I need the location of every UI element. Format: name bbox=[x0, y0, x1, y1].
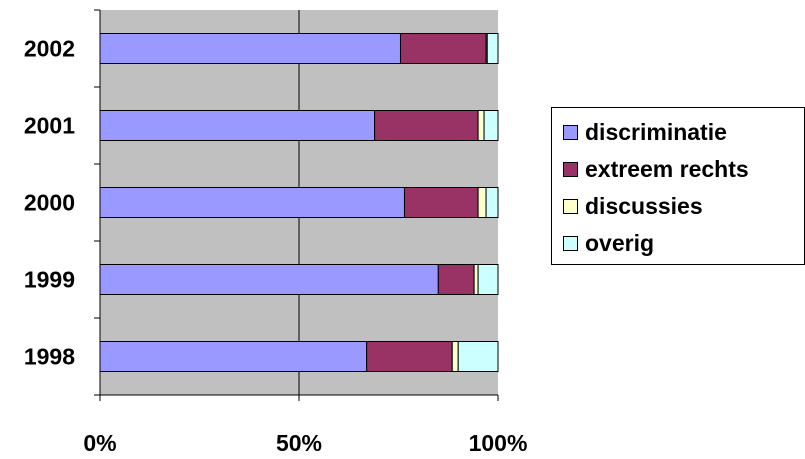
legend-swatch bbox=[563, 235, 578, 251]
legend: discriminatie extreem rechts discussies ove… bbox=[551, 107, 805, 265]
bar-segment bbox=[437, 264, 475, 295]
y-tick-label: 1999 bbox=[24, 267, 75, 293]
bar-segment bbox=[99, 110, 376, 141]
legend-label: discussies bbox=[585, 192, 703, 219]
bar-segment bbox=[399, 33, 487, 64]
legend-swatch bbox=[563, 198, 578, 214]
axes bbox=[94, 9, 499, 401]
x-tick-label: 0% bbox=[83, 430, 116, 456]
bar-segment bbox=[99, 341, 368, 372]
y-tick-label: 2000 bbox=[24, 190, 75, 216]
bar-segment bbox=[477, 110, 485, 141]
y-tick-label: 2002 bbox=[24, 36, 75, 62]
legend-item: discriminatie bbox=[563, 117, 727, 147]
bar-segment bbox=[483, 110, 499, 141]
bar-segment bbox=[99, 33, 401, 64]
x-tick-label: 100% bbox=[469, 430, 528, 456]
bar-segment bbox=[457, 341, 499, 372]
x-tick-label: 50% bbox=[276, 430, 322, 456]
y-tick-label: 2001 bbox=[24, 113, 75, 139]
bar-segment bbox=[486, 33, 499, 64]
legend-swatch bbox=[563, 124, 578, 140]
bar-segment bbox=[473, 264, 479, 295]
bar-segment bbox=[403, 187, 479, 218]
legend-item: overig bbox=[563, 228, 654, 258]
legend-swatch bbox=[563, 161, 578, 177]
y-tick-labels: 1998 1999 2000 2001 2002 bbox=[24, 36, 75, 370]
x-tick-labels: 0% 50% 100% bbox=[83, 430, 527, 456]
bar-segment bbox=[477, 264, 499, 295]
y-tick-label: 1998 bbox=[24, 344, 75, 370]
bars bbox=[99, 33, 499, 372]
legend-label: overig bbox=[585, 229, 655, 256]
legend-label: extreem rechts bbox=[585, 155, 749, 182]
bar-segment bbox=[485, 187, 499, 218]
legend-label: discriminatie bbox=[585, 118, 727, 145]
bar-segment bbox=[477, 187, 487, 218]
bar-segment bbox=[451, 341, 459, 372]
legend-item: extreem rechts bbox=[563, 154, 749, 184]
legend-item: discussies bbox=[563, 191, 703, 221]
bar-segment bbox=[99, 264, 439, 295]
bar-segment bbox=[374, 110, 479, 141]
bar-segment bbox=[99, 187, 405, 218]
bar-segment bbox=[366, 341, 453, 372]
